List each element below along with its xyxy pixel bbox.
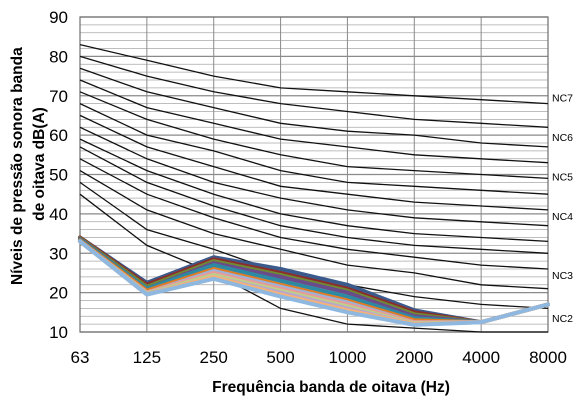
x-axis-title: Frequência banda de oitava (Hz) bbox=[212, 379, 450, 396]
nc-labels-layer: NC7 NC6 NC5 NC4 NC3 NC2 bbox=[549, 90, 575, 326]
y-tick-label: 30 bbox=[49, 244, 68, 263]
nc-curve-line bbox=[79, 138, 549, 243]
x-tick-label: 250 bbox=[200, 348, 228, 367]
nc-label-bg bbox=[549, 311, 575, 326]
nc-curves-layer bbox=[79, 43, 549, 333]
y-tick-label: 10 bbox=[49, 323, 68, 342]
nc-curve-line bbox=[79, 55, 549, 128]
nc-curve-line bbox=[79, 79, 549, 164]
x-tick-label: 125 bbox=[133, 348, 161, 367]
y-tick-label: 50 bbox=[49, 166, 68, 185]
nc-curve-line bbox=[79, 114, 549, 211]
measured-series-layer bbox=[78, 235, 550, 327]
y-tick-label: 40 bbox=[49, 205, 68, 224]
plot-frame bbox=[79, 16, 549, 333]
nc-curve-line bbox=[79, 67, 549, 148]
nc-curve-line bbox=[79, 43, 549, 105]
nc-curve-label: NC2 bbox=[552, 313, 573, 325]
x-tick-label: 500 bbox=[266, 348, 294, 367]
y-axis-title: Níveis de pressão sonora banda de oitava… bbox=[9, 43, 48, 285]
nc-curve-label: NC5 bbox=[552, 171, 573, 183]
nc-curve-line bbox=[79, 103, 549, 195]
nc-curve-line bbox=[79, 91, 549, 180]
nc-label-bg bbox=[549, 267, 575, 282]
x-tick-label: 8000 bbox=[529, 348, 567, 367]
nc-label-bg bbox=[549, 90, 575, 105]
x-tick-label: 63 bbox=[71, 348, 90, 367]
x-tick-label: 1000 bbox=[329, 348, 367, 367]
measured-series-line bbox=[78, 239, 550, 327]
x-tick-label: 4000 bbox=[462, 348, 500, 367]
nc-curve-label: NC6 bbox=[552, 132, 573, 144]
y-tick-label: 70 bbox=[49, 87, 68, 106]
nc-curve-line bbox=[79, 158, 549, 270]
y-tick-label: 60 bbox=[49, 126, 68, 145]
nc-curve-line bbox=[79, 126, 549, 227]
y-tick-label: 90 bbox=[49, 8, 68, 27]
y-axis-title-line-1: Níveis de pressão sonora banda bbox=[9, 47, 26, 285]
y-axis-title-line-2: de oitava dB(A) bbox=[31, 107, 48, 221]
x-tick-labels: 63 125 250 500 1000 2000 4000 8000 bbox=[71, 348, 567, 367]
nc-curve-label: NC3 bbox=[552, 270, 573, 282]
y-tick-label: 80 bbox=[49, 47, 68, 66]
nc-label-bg bbox=[549, 169, 575, 184]
nc-label-bg bbox=[549, 208, 575, 223]
y-axis-title-group: Níveis de pressão sonora banda de oitava… bbox=[9, 43, 48, 285]
nc-curve-line bbox=[79, 170, 549, 290]
y-tick-labels: 10 20 30 40 50 60 70 80 90 bbox=[49, 8, 68, 342]
nc-label-bg bbox=[549, 130, 575, 145]
nc-curve-label: NC7 bbox=[552, 93, 573, 105]
x-tick-label: 2000 bbox=[395, 348, 433, 367]
nc-curve-label: NC4 bbox=[552, 211, 573, 223]
nc-curve-line bbox=[79, 193, 548, 333]
nc-curve-line bbox=[79, 146, 549, 254]
y-tick-label: 20 bbox=[49, 284, 68, 303]
